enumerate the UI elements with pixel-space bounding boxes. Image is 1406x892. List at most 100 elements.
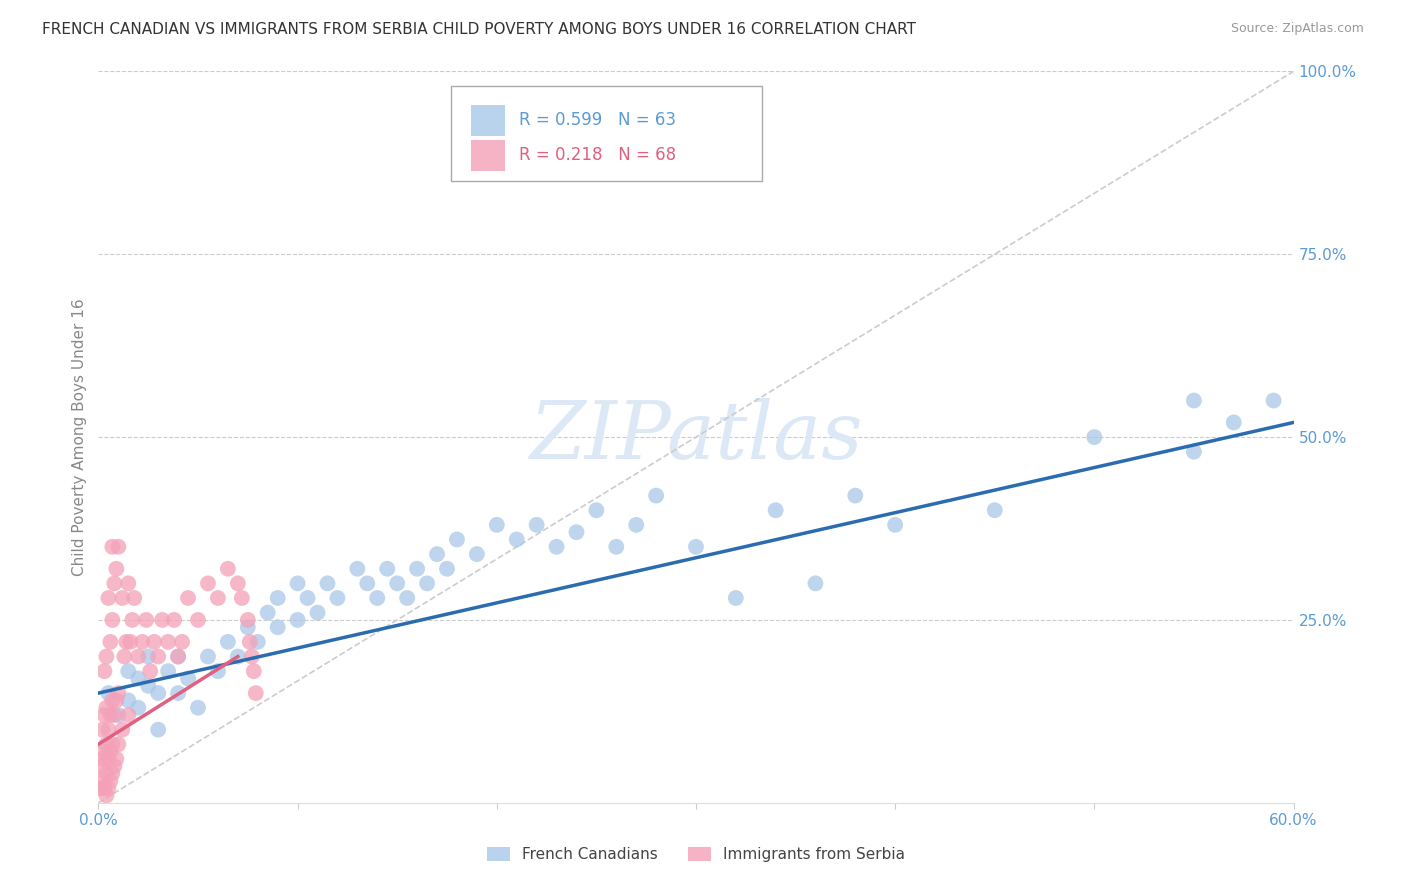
- Point: [297, 591, 319, 605]
- Point: [506, 533, 529, 547]
- Point: [148, 649, 170, 664]
- Point: [605, 540, 627, 554]
- Point: [111, 591, 134, 605]
- Text: Source: ZipAtlas.com: Source: ZipAtlas.com: [1230, 22, 1364, 36]
- Point: [115, 635, 138, 649]
- Point: [96, 789, 118, 803]
- Point: [246, 635, 269, 649]
- Point: [124, 591, 146, 605]
- Point: [585, 503, 607, 517]
- Point: [117, 693, 139, 707]
- Point: [91, 723, 114, 737]
- Point: [375, 562, 398, 576]
- Point: [366, 591, 388, 605]
- Point: [105, 693, 128, 707]
- Point: [465, 547, 488, 561]
- Point: [645, 489, 668, 503]
- Point: [107, 686, 129, 700]
- FancyBboxPatch shape: [471, 105, 505, 136]
- Point: [97, 723, 120, 737]
- Point: [157, 664, 180, 678]
- Point: [98, 708, 122, 723]
- Point: [93, 664, 115, 678]
- Point: [103, 576, 125, 591]
- Point: [546, 540, 568, 554]
- Point: [98, 635, 122, 649]
- Point: [446, 533, 468, 547]
- Point: [93, 708, 115, 723]
- Point: [167, 649, 190, 664]
- Legend: French Canadians, Immigrants from Serbia: French Canadians, Immigrants from Serbia: [481, 841, 911, 868]
- Point: [101, 613, 124, 627]
- Point: [103, 759, 125, 773]
- Point: [91, 773, 114, 788]
- Point: [148, 686, 170, 700]
- Text: ZIPatlas: ZIPatlas: [529, 399, 863, 475]
- Point: [356, 576, 378, 591]
- Point: [101, 766, 124, 780]
- Point: [626, 517, 648, 532]
- Point: [1263, 393, 1285, 408]
- Point: [236, 620, 259, 634]
- Point: [97, 686, 120, 700]
- Point: [346, 562, 368, 576]
- Point: [307, 606, 329, 620]
- Point: [326, 591, 349, 605]
- Point: [207, 591, 229, 605]
- Point: [245, 686, 267, 700]
- Point: [565, 525, 588, 540]
- Point: [765, 503, 787, 517]
- Point: [685, 540, 707, 554]
- Point: [143, 635, 166, 649]
- Point: [316, 576, 339, 591]
- Point: [485, 517, 508, 532]
- Point: [231, 591, 253, 605]
- Point: [167, 686, 190, 700]
- Point: [844, 489, 866, 503]
- Point: [98, 773, 122, 788]
- Point: [226, 576, 249, 591]
- Text: FRENCH CANADIAN VS IMMIGRANTS FROM SERBIA CHILD POVERTY AMONG BOYS UNDER 16 CORR: FRENCH CANADIAN VS IMMIGRANTS FROM SERBI…: [42, 22, 917, 37]
- Point: [239, 635, 262, 649]
- Point: [103, 708, 125, 723]
- Point: [121, 613, 143, 627]
- Point: [426, 547, 449, 561]
- Point: [96, 766, 118, 780]
- Point: [157, 635, 180, 649]
- Point: [97, 591, 120, 605]
- Point: [416, 576, 439, 591]
- Point: [112, 649, 135, 664]
- Point: [396, 591, 419, 605]
- Point: [139, 664, 162, 678]
- Point: [131, 635, 153, 649]
- Point: [172, 635, 194, 649]
- Point: [120, 635, 142, 649]
- FancyBboxPatch shape: [471, 140, 505, 171]
- Point: [127, 700, 149, 714]
- Point: [984, 503, 1007, 517]
- Point: [197, 649, 219, 664]
- Point: [1182, 393, 1205, 408]
- Point: [240, 649, 263, 664]
- Point: [385, 576, 409, 591]
- Point: [287, 576, 309, 591]
- Point: [884, 517, 907, 532]
- Point: [96, 700, 118, 714]
- Point: [107, 737, 129, 751]
- Point: [135, 613, 157, 627]
- Point: [217, 635, 239, 649]
- Point: [267, 620, 290, 634]
- Point: [98, 745, 122, 759]
- Point: [197, 576, 219, 591]
- Point: [148, 723, 170, 737]
- Point: [117, 664, 139, 678]
- Text: R = 0.599   N = 63: R = 0.599 N = 63: [519, 112, 676, 129]
- Point: [93, 745, 115, 759]
- Point: [101, 693, 124, 707]
- Point: [89, 759, 111, 773]
- Point: [117, 576, 139, 591]
- Point: [177, 591, 200, 605]
- Point: [93, 781, 115, 796]
- Point: [136, 679, 159, 693]
- Point: [107, 540, 129, 554]
